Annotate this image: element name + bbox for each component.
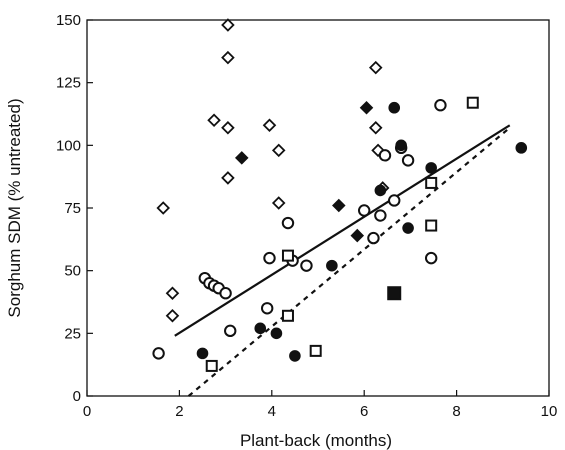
open-circle-point [263,251,276,265]
filled-circle-point [289,350,301,362]
open-circle-point [374,209,387,222]
open-diamond-point [221,18,235,32]
x-axis-title: Plant-back (months) [240,431,392,450]
open-square-point [281,309,294,322]
open-square-point [309,344,322,357]
open-circle-point [378,149,392,162]
y-tick-label: 150 [56,12,81,29]
open-circle-point [367,231,380,245]
open-circle-point [224,324,237,338]
open-diamond-point [165,286,180,300]
open-diamond-point [165,309,180,323]
open-diamond-point [221,50,235,65]
open-circle-point [260,302,274,315]
filled-circle-point [326,259,338,272]
filled-circle-point [374,184,387,197]
dashed-fit-line [187,126,511,397]
open-diamond-point [207,113,221,128]
data-points [152,18,528,372]
plot-border [86,19,550,397]
open-circle-point [424,251,438,265]
solid-fit-line [174,124,511,337]
open-diamond-point [271,143,286,158]
filled-circle-point [425,162,437,174]
open-diamond-point [262,118,277,133]
open-circle-point [434,99,447,112]
y-tick-label: 125 [56,75,81,92]
open-square-point [425,176,438,189]
open-circle-point [219,287,232,300]
filled-diamond-point [234,151,249,165]
y-tick-label: 75 [64,200,81,217]
open-diamond-point [271,196,286,210]
y-tick-label: 25 [64,325,81,342]
open-diamond-point [221,171,235,185]
filled-circle-point [388,101,401,114]
y-tick-label: 0 [73,388,81,405]
filled-circle-point [270,327,283,340]
y-tick-label: 100 [56,137,81,154]
x-tick-label: 10 [541,403,558,420]
y-axis-title: Sorghum SDM (% untreated) [5,98,24,317]
open-diamond-point [368,60,383,75]
filled-diamond-point [332,198,346,213]
open-square-point [281,249,294,262]
open-diamond-point [156,201,171,215]
filled-diamond-point [359,100,374,115]
open-circle-point [281,216,295,230]
open-circle-point [300,259,313,272]
filled-square-point [387,286,402,301]
open-circle-point [358,204,371,217]
open-diamond-point [368,121,383,135]
filled-circle-point [515,142,528,154]
open-square-point [466,96,479,109]
filled-circle-point [196,347,209,360]
plot-frame [86,19,550,397]
x-tick-label: 0 [83,403,91,420]
filled-circle-point [402,222,414,234]
open-circle-point [401,154,415,167]
open-circle-point [388,194,401,207]
filled-circle-point [395,139,407,152]
filled-diamond-point [350,228,365,243]
x-axis: 0 2 4 6 8 10 [83,390,558,420]
open-diamond-point [221,121,235,135]
x-tick-label: 6 [360,403,368,420]
x-tick-label: 4 [268,403,276,420]
fit-lines [174,124,511,397]
filled-circle-point [254,322,267,335]
x-tick-label: 8 [452,403,460,420]
y-axis: 0 25 50 75 100 125 150 [56,12,93,405]
open-square-point [205,359,218,372]
open-circle-point [152,347,165,360]
y-tick-label: 50 [64,263,81,280]
open-square-point [425,219,438,232]
x-tick-label: 2 [175,403,183,420]
